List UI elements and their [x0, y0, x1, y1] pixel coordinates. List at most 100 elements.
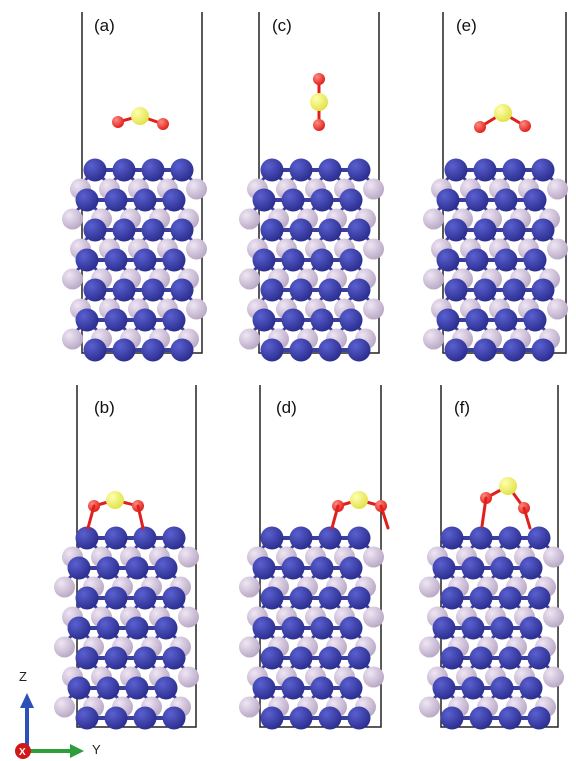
nonmetal-atom	[547, 238, 568, 260]
x-axis-dot	[15, 743, 31, 759]
metal-atom	[498, 586, 522, 610]
metal-atom	[141, 278, 165, 302]
metal-atom	[523, 308, 547, 332]
metal-atom	[289, 526, 313, 550]
metal-atom	[125, 556, 149, 580]
metal-atom	[531, 278, 555, 302]
metal-atom	[339, 248, 363, 272]
nonmetal-atom	[363, 238, 384, 260]
nonmetal-atom	[543, 546, 564, 568]
bond	[86, 504, 96, 530]
metal-atom	[347, 646, 371, 670]
metal-atom	[310, 676, 334, 700]
metal-atom	[469, 526, 493, 550]
metal-atom	[502, 158, 526, 182]
metal-atom	[339, 676, 363, 700]
metal-atom	[444, 278, 468, 302]
metal-atom	[490, 616, 514, 640]
metal-atom	[310, 248, 334, 272]
metal-atom	[289, 158, 313, 182]
nonmetal-atom	[186, 178, 207, 200]
metal-atom	[289, 706, 313, 730]
metal-atom	[260, 706, 284, 730]
metal-atom	[75, 188, 99, 212]
panel-c	[239, 12, 384, 362]
metal-atom	[154, 676, 178, 700]
metal-atom	[170, 158, 194, 182]
oxygen-atom	[112, 116, 124, 128]
metal-atom	[154, 616, 178, 640]
metal-atom	[523, 188, 547, 212]
metal-atom	[461, 676, 485, 700]
metal-atom	[162, 586, 186, 610]
metal-atom	[162, 188, 186, 212]
metal-atom	[281, 616, 305, 640]
metal-atom	[252, 248, 276, 272]
metal-atom	[141, 338, 165, 362]
metal-atom	[519, 616, 543, 640]
metal-atom	[96, 556, 120, 580]
metal-atom	[162, 706, 186, 730]
metal-atom	[436, 248, 460, 272]
metal-atom	[469, 646, 493, 670]
metal-atom	[75, 586, 99, 610]
panel-label-e: (e)	[456, 16, 477, 35]
metal-atom	[104, 706, 128, 730]
metal-atom	[432, 616, 456, 640]
metal-atom	[347, 706, 371, 730]
metal-atom	[440, 706, 464, 730]
y-axis-arrowhead	[70, 744, 84, 758]
metal-atom	[289, 278, 313, 302]
oxygen-atom	[313, 73, 325, 85]
nonmetal-atom	[423, 328, 444, 350]
metal-atom	[281, 556, 305, 580]
metal-atom	[83, 278, 107, 302]
metal-atom	[75, 706, 99, 730]
metal-atom	[252, 616, 276, 640]
nonmetal-atom	[239, 268, 260, 290]
sulfur-atom	[494, 104, 512, 122]
metal-atom	[318, 586, 342, 610]
metal-atom	[490, 556, 514, 580]
metal-atom	[162, 248, 186, 272]
metal-atom	[104, 308, 128, 332]
nonmetal-atom	[239, 328, 260, 350]
sulfur-atom	[131, 107, 149, 125]
panel-label-b: (b)	[94, 398, 115, 417]
nonmetal-atom	[547, 298, 568, 320]
nonmetal-atom	[363, 546, 384, 568]
panel-label-f: (f)	[454, 398, 471, 417]
metal-atom	[75, 526, 99, 550]
metal-atom	[531, 338, 555, 362]
metal-atom	[498, 526, 522, 550]
metal-atom	[252, 556, 276, 580]
metal-atom	[289, 586, 313, 610]
metal-atom	[465, 308, 489, 332]
nonmetal-atom	[423, 208, 444, 230]
metal-atom	[112, 218, 136, 242]
panel-label-c: (c)	[272, 16, 292, 35]
sulfur-atom	[350, 491, 368, 509]
metal-atom	[473, 338, 497, 362]
metal-atom	[444, 158, 468, 182]
nonmetal-atom	[62, 208, 83, 230]
metal-atom	[162, 526, 186, 550]
nonmetal-atom	[543, 606, 564, 628]
sulfur-atom	[106, 491, 124, 509]
metal-atom	[527, 646, 551, 670]
metal-atom	[440, 646, 464, 670]
metal-atom	[347, 278, 371, 302]
metal-atom	[318, 646, 342, 670]
metal-atom	[531, 218, 555, 242]
nonmetal-atom	[239, 696, 260, 718]
metal-atom	[347, 218, 371, 242]
nonmetal-atom	[239, 636, 260, 658]
metal-atom	[112, 338, 136, 362]
metal-atom	[141, 218, 165, 242]
metal-atom	[502, 278, 526, 302]
metal-atom	[133, 646, 157, 670]
metal-atom	[281, 676, 305, 700]
metal-atom	[469, 706, 493, 730]
metal-atom	[347, 338, 371, 362]
